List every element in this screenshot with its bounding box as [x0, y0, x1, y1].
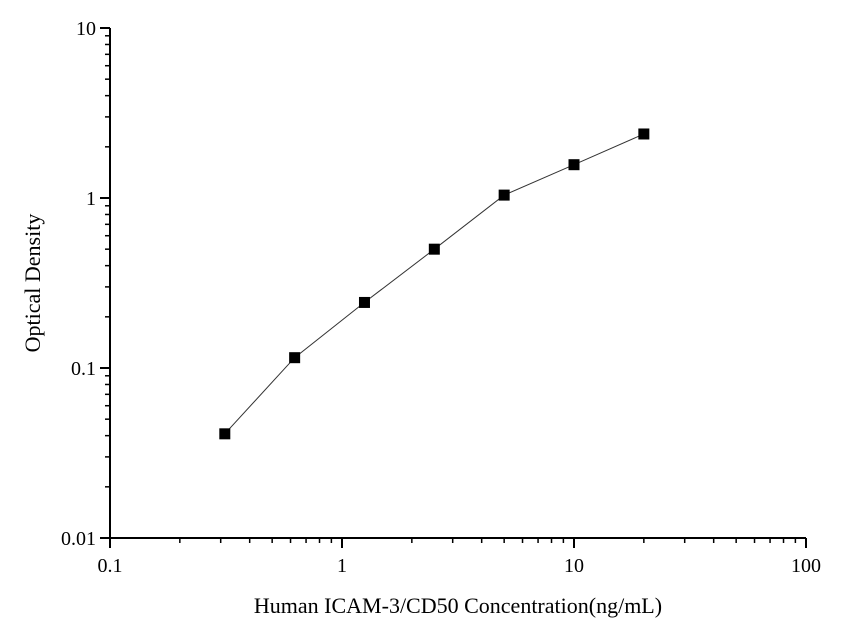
fit-curve: [224, 133, 645, 435]
x-axis-ticks: 0.1 1 10 100: [98, 538, 821, 577]
data-point: [428, 243, 440, 255]
data-points: [219, 128, 650, 440]
y-tick-label: 1: [86, 188, 96, 210]
x-axis-title: Human ICAM-3/CD50 Concentration(ng/mL): [254, 593, 662, 618]
y-tick-label: 10: [76, 18, 96, 40]
x-tick-label: 100: [791, 555, 821, 577]
x-tick-label: 10: [564, 555, 584, 577]
y-axis-ticks: 0.01 0.1 1 10: [61, 18, 110, 550]
y-tick-label: 0.01: [61, 528, 96, 550]
x-tick-label: 1: [337, 555, 347, 577]
y-tick-label: 0.1: [71, 358, 96, 380]
data-point: [219, 428, 231, 440]
data-point: [498, 189, 510, 201]
data-point: [358, 296, 370, 308]
fit-curves: [224, 133, 645, 435]
data-point: [289, 352, 301, 364]
plot-frame: [109, 28, 806, 539]
data-point: [638, 128, 650, 140]
y-axis-title: Optical Density: [20, 214, 45, 353]
x-tick-label: 0.1: [98, 555, 123, 577]
data-point: [568, 159, 580, 171]
